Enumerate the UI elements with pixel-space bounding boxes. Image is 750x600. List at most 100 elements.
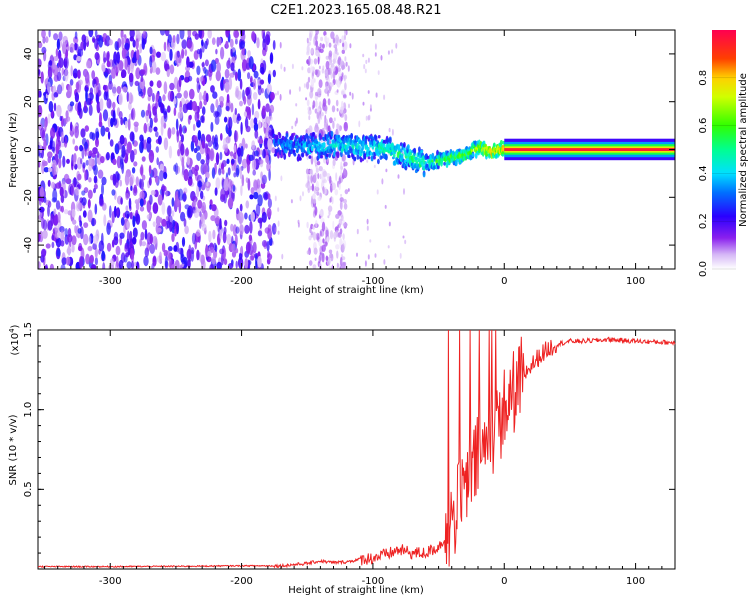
noise-blob bbox=[364, 68, 367, 74]
noise-blob bbox=[126, 220, 130, 230]
noise-blob bbox=[171, 233, 175, 243]
noise-blob bbox=[327, 125, 331, 132]
noise-blob bbox=[178, 247, 184, 255]
noise-blob bbox=[404, 239, 407, 245]
noise-blob bbox=[308, 32, 312, 42]
noise-blob bbox=[133, 161, 138, 167]
colorbar-gradient bbox=[712, 30, 736, 269]
noise-blob bbox=[76, 55, 82, 62]
noise-blob bbox=[120, 30, 124, 39]
noise-blob bbox=[87, 209, 93, 223]
noise-blob bbox=[131, 167, 136, 174]
signal-blob bbox=[359, 157, 363, 163]
noise-blob bbox=[218, 96, 225, 103]
noise-blob bbox=[319, 210, 323, 216]
noise-blob bbox=[234, 107, 237, 116]
noise-blob bbox=[51, 241, 55, 249]
noise-blob bbox=[327, 205, 333, 212]
noise-blob bbox=[266, 36, 270, 46]
noise-blob bbox=[291, 125, 294, 130]
signal-blob bbox=[361, 158, 365, 162]
signal-blob bbox=[351, 144, 355, 150]
noise-blob bbox=[317, 196, 322, 201]
noise-blob bbox=[116, 255, 119, 268]
noise-blob bbox=[336, 89, 339, 93]
noise-blob bbox=[277, 90, 279, 96]
noise-blob bbox=[310, 48, 314, 55]
noise-blob bbox=[149, 233, 153, 245]
noise-blob bbox=[201, 201, 207, 214]
noise-blob bbox=[215, 98, 219, 108]
noise-blob bbox=[210, 215, 216, 222]
noise-blob bbox=[97, 83, 101, 94]
noise-blob bbox=[321, 175, 326, 184]
noise-blob bbox=[214, 137, 217, 144]
signal-blob bbox=[388, 137, 392, 144]
noise-blob bbox=[152, 202, 159, 214]
noise-blob bbox=[329, 175, 332, 184]
noise-blob bbox=[49, 140, 53, 150]
noise-blob bbox=[259, 149, 263, 156]
noise-blob bbox=[262, 47, 267, 57]
noise-blob bbox=[94, 38, 99, 50]
spectrogram-x-label: Height of straight line (km) bbox=[288, 285, 424, 296]
signal-blob bbox=[382, 143, 386, 148]
noise-blob bbox=[213, 110, 219, 118]
noise-blob bbox=[53, 55, 59, 62]
noise-blob bbox=[143, 139, 147, 150]
noise-blob bbox=[116, 51, 120, 64]
noise-blob bbox=[309, 169, 311, 174]
noise-blob bbox=[47, 66, 53, 79]
spectrogram-marks bbox=[38, 30, 675, 269]
noise-blob bbox=[148, 176, 152, 186]
noise-blob bbox=[134, 124, 139, 133]
noise-blob bbox=[181, 156, 185, 168]
noise-blob bbox=[306, 99, 310, 107]
noise-blob bbox=[187, 30, 192, 39]
signal-blob bbox=[384, 153, 388, 161]
noise-blob bbox=[251, 103, 255, 116]
noise-blob bbox=[312, 225, 315, 230]
noise-blob bbox=[126, 141, 132, 154]
noise-blob bbox=[121, 37, 124, 50]
noise-blob bbox=[56, 248, 61, 257]
noise-blob bbox=[207, 250, 212, 257]
noise-blob bbox=[335, 172, 338, 182]
noise-blob bbox=[93, 83, 97, 95]
noise-blob bbox=[247, 178, 251, 191]
signal-blob bbox=[382, 149, 386, 154]
noise-blob bbox=[338, 177, 341, 185]
chart-title: C2E1.2023.165.08.48.R21 bbox=[270, 3, 441, 18]
noise-blob bbox=[192, 123, 196, 131]
noise-blob bbox=[338, 182, 341, 191]
noise-blob bbox=[315, 168, 319, 173]
noise-blob bbox=[318, 166, 323, 172]
noise-blob bbox=[331, 182, 336, 191]
noise-blob bbox=[302, 191, 304, 197]
snr-y-axis: 0.5 1.0 1.5 bbox=[23, 322, 675, 554]
noise-blob bbox=[93, 183, 98, 190]
noise-blob bbox=[67, 227, 72, 238]
noise-blob bbox=[227, 197, 234, 209]
noise-blob bbox=[248, 154, 254, 161]
noise-blob bbox=[53, 208, 57, 216]
noise-blob bbox=[268, 115, 273, 121]
noise-blob bbox=[53, 92, 59, 98]
noise-blob bbox=[245, 200, 250, 209]
signal-blob bbox=[392, 153, 396, 158]
noise-blob bbox=[119, 232, 125, 239]
noise-blob bbox=[367, 254, 370, 260]
noise-blob bbox=[239, 30, 245, 36]
noise-blob bbox=[43, 50, 47, 62]
noise-blob bbox=[319, 173, 322, 180]
noise-blob bbox=[171, 197, 175, 207]
noise-blob bbox=[251, 31, 256, 41]
noise-blob bbox=[376, 189, 379, 195]
noise-blob bbox=[310, 185, 313, 190]
noise-blob bbox=[298, 86, 301, 92]
noise-blob bbox=[235, 226, 240, 234]
noise-blob bbox=[235, 260, 238, 269]
noise-blob bbox=[272, 69, 276, 78]
noise-blob bbox=[151, 92, 155, 103]
noise-blob bbox=[264, 227, 270, 234]
